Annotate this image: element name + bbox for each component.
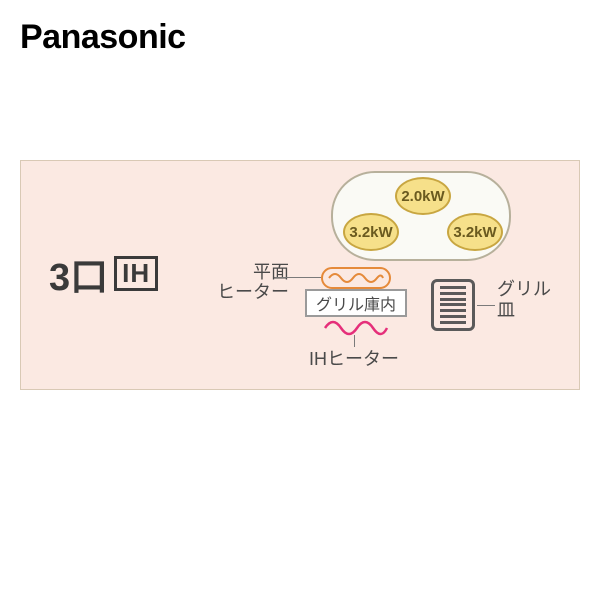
ih-badge: IH — [114, 256, 158, 292]
burner-ring-left: 3.2kW — [343, 213, 399, 251]
flat-heater-icon — [321, 267, 391, 289]
grill-interior-box: グリル庫内 — [305, 289, 407, 317]
grill-plate-leader — [477, 305, 495, 306]
flat-heater-label: 平面 ヒーター — [217, 263, 289, 303]
ih-heater-icon — [321, 317, 391, 339]
burner-count-text: 3口 — [49, 246, 108, 301]
grill-plate-icon — [431, 279, 475, 331]
spec-panel: 3口 IH 2.0kW 3.2kW 3.2kW 平面 ヒーター グリル庫内 IH… — [20, 160, 580, 390]
flat-heater-leader — [275, 277, 321, 278]
cooktop-diagram: 2.0kW 3.2kW 3.2kW — [331, 171, 511, 261]
burner-count-label: 3口 IH — [49, 246, 158, 301]
ih-heater-label: IHヒーター — [309, 345, 399, 371]
burner-ring-rear: 2.0kW — [395, 177, 451, 215]
grill-plate-label: グリル 皿 — [497, 279, 551, 320]
brand-logo: Panasonic — [20, 18, 186, 57]
burner-ring-right: 3.2kW — [447, 213, 503, 251]
